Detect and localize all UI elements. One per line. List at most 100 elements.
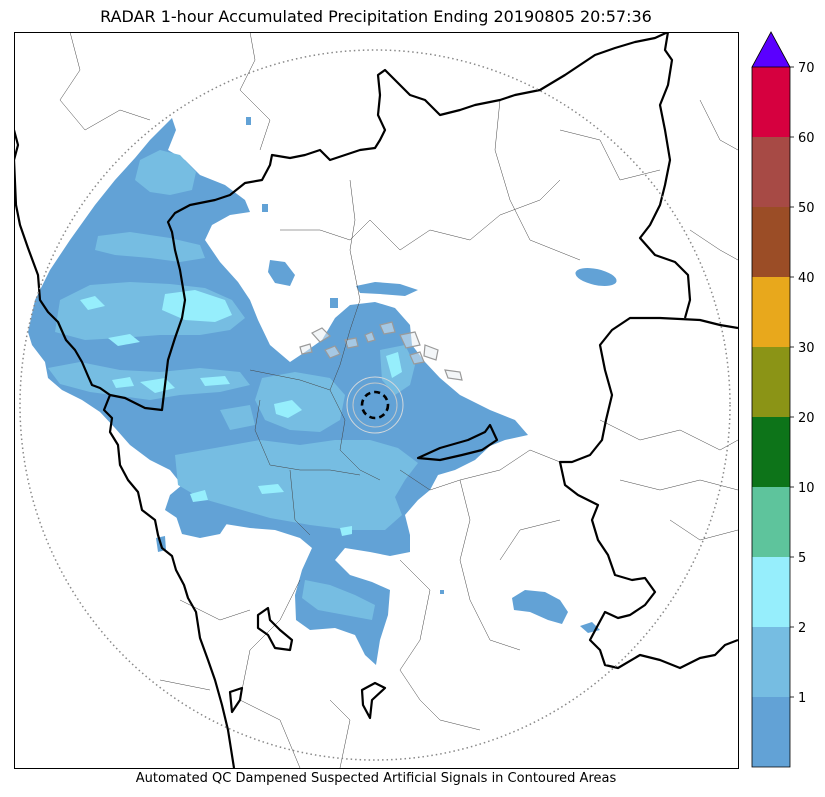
district-border xyxy=(239,32,271,151)
district-border xyxy=(249,369,381,481)
district-border xyxy=(494,99,581,261)
state-border xyxy=(416,423,499,462)
district-border xyxy=(289,469,311,536)
district-border xyxy=(239,579,301,768)
artificial-signal-ring xyxy=(346,376,404,434)
state-borders xyxy=(14,32,738,768)
precip-area xyxy=(258,484,284,494)
colorbar-segment xyxy=(752,487,790,557)
colorbar-segment xyxy=(752,207,790,277)
precip-area-southwest xyxy=(176,512,228,538)
precip-area-east xyxy=(575,268,617,286)
state-border xyxy=(558,316,738,670)
colorbar-segment xyxy=(752,557,790,627)
district-border xyxy=(254,399,361,476)
colorbar-segment xyxy=(752,697,790,767)
precip-dot xyxy=(440,590,444,594)
precip-area xyxy=(340,526,352,536)
artificial-signal-ring xyxy=(352,382,398,428)
qc-contour xyxy=(311,327,331,343)
district-border xyxy=(59,32,151,131)
precip-area xyxy=(220,405,255,430)
colorbar-tick-label: 60 xyxy=(798,131,815,146)
map-frame xyxy=(14,32,739,769)
district-border xyxy=(499,519,561,561)
state-border xyxy=(638,32,692,319)
colorbar: 1 2 5 10 20 30 40 50 60 70 xyxy=(751,31,815,768)
district-border xyxy=(459,479,521,651)
colorbar-extend-arrow xyxy=(751,31,791,68)
colorbar-tick-label: 5 xyxy=(798,551,806,566)
colorbar-tick-label: 2 xyxy=(798,621,806,636)
colorbar-segment xyxy=(752,417,790,487)
state-border xyxy=(256,606,294,652)
colorbar-segment xyxy=(752,277,790,347)
district-border xyxy=(599,419,738,451)
precip-area xyxy=(190,490,208,502)
precip-area xyxy=(108,334,140,346)
precip-dot xyxy=(330,298,338,308)
colorbar-tick-label: 50 xyxy=(798,201,815,216)
qc-contour xyxy=(399,331,421,349)
colorbar-tick-label: 30 xyxy=(798,341,815,356)
radar-range-ring xyxy=(19,49,731,761)
precip-area xyxy=(175,440,418,530)
precip-area xyxy=(200,376,230,386)
precip-dot xyxy=(246,117,251,125)
precip-area xyxy=(162,290,232,322)
precip-area-band xyxy=(356,282,418,296)
qc-contours xyxy=(299,321,463,381)
precip-area xyxy=(135,150,196,195)
district-border xyxy=(559,129,661,181)
precip-area xyxy=(112,377,134,388)
district-border xyxy=(159,679,211,691)
precip-area xyxy=(302,580,375,620)
district-border xyxy=(399,559,481,731)
colorbar-tick-label: 20 xyxy=(798,411,815,426)
colorbar-tick-label: 70 xyxy=(798,61,815,76)
district-border xyxy=(399,449,561,491)
precip-area-southeast xyxy=(512,590,568,624)
map-caption: Automated QC Dampened Suspected Artifici… xyxy=(135,771,617,786)
qc-contour xyxy=(423,344,439,361)
qc-contour xyxy=(379,321,396,335)
colorbar-tick-label: 10 xyxy=(798,481,815,496)
colorbar-tick-label: 40 xyxy=(798,271,815,286)
colorbar-segment xyxy=(752,627,790,697)
colorbar-segment xyxy=(752,67,790,137)
precip-area xyxy=(95,232,205,262)
qc-contour xyxy=(409,351,425,365)
district-border xyxy=(689,229,738,261)
district-border xyxy=(619,479,738,491)
district-border xyxy=(280,179,561,251)
radar-site-marker xyxy=(360,390,390,420)
precip-area-north-small xyxy=(268,260,295,286)
district-border xyxy=(669,519,738,541)
precip-area xyxy=(255,372,345,432)
precip-area xyxy=(274,400,302,418)
qc-contour xyxy=(324,345,341,359)
precip-level-cyan xyxy=(80,290,402,536)
coastline xyxy=(14,129,236,768)
precip-area xyxy=(80,296,105,310)
qc-contour xyxy=(344,337,359,349)
district-border xyxy=(329,699,351,768)
state-border xyxy=(109,32,669,412)
qc-contour xyxy=(444,369,463,381)
map-title: RADAR 1-hour Accumulated Precipitation E… xyxy=(100,7,652,26)
state-border xyxy=(360,681,387,720)
district-border xyxy=(329,179,361,391)
qc-contour xyxy=(364,331,376,343)
precip-area xyxy=(386,352,402,378)
qc-contour xyxy=(299,343,313,355)
district-borders xyxy=(59,32,738,768)
colorbar-segment xyxy=(752,347,790,417)
colorbar-segment xyxy=(752,137,790,207)
map-area xyxy=(14,32,738,768)
precip-dot xyxy=(262,204,268,212)
precip-level-light xyxy=(48,150,418,620)
state-border xyxy=(228,686,244,714)
colorbar-tick-label: 1 xyxy=(798,691,806,706)
district-border xyxy=(699,99,738,151)
